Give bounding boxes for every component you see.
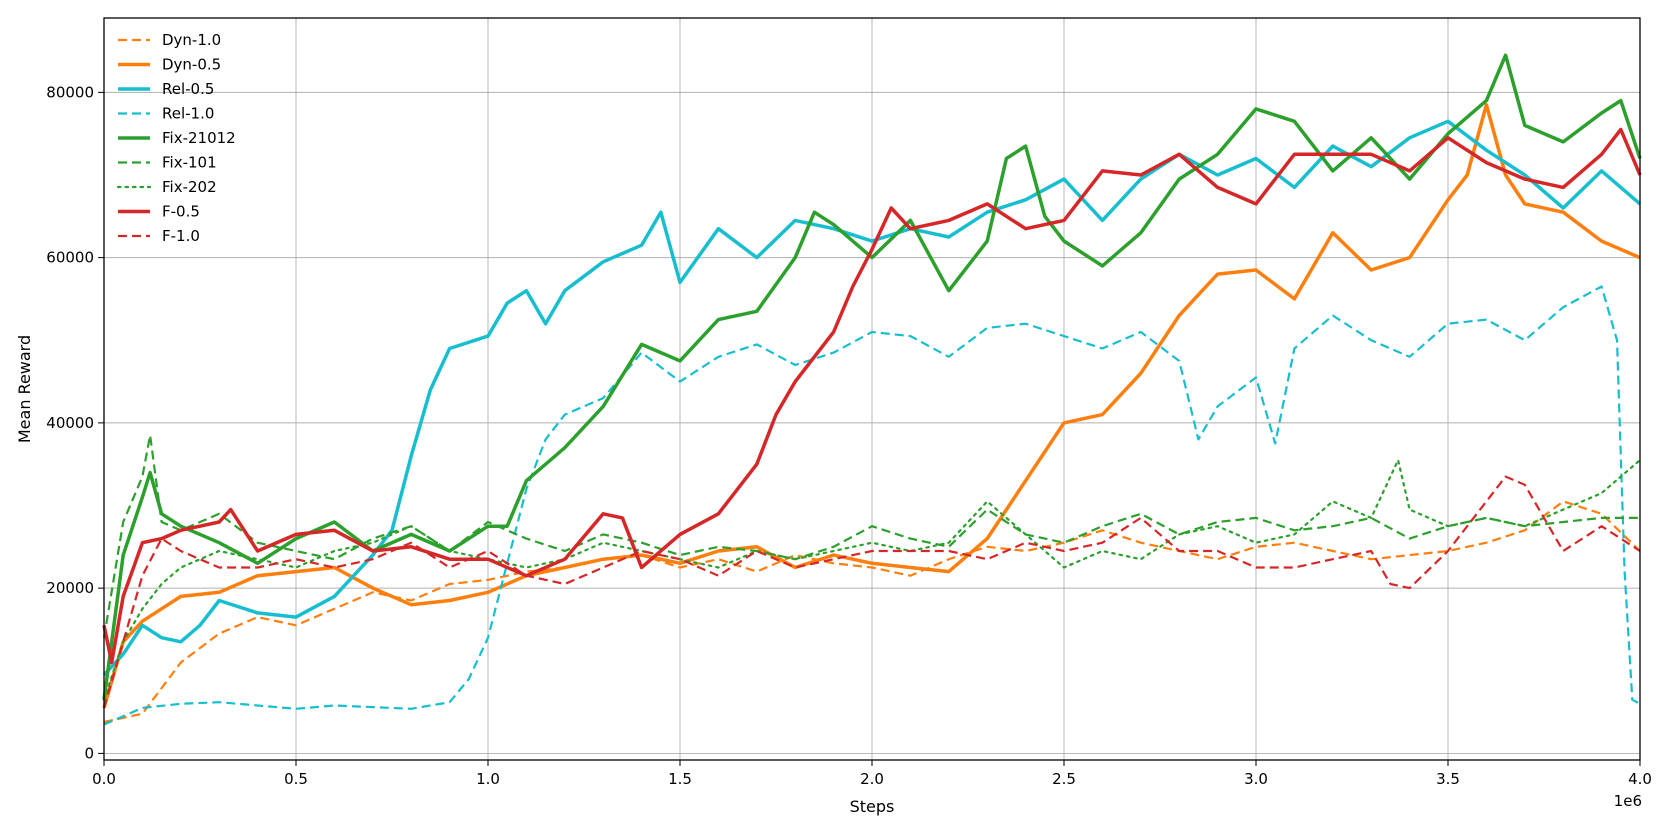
x-tick-label: 4.0 xyxy=(1628,770,1652,788)
y-tick-label: 0 xyxy=(84,744,94,762)
x-tick-label: 2.5 xyxy=(1052,770,1076,788)
series-line-fix-21012 xyxy=(102,53,1642,700)
y-tick-label: 80000 xyxy=(46,83,94,101)
series-line-dyn-0-5 xyxy=(102,103,1641,709)
legend-entry-label: Fix-101 xyxy=(162,154,217,172)
x-tick-label: 3.5 xyxy=(1436,770,1460,788)
y-tick-label: 20000 xyxy=(46,579,94,597)
x-tick-label: 3.0 xyxy=(1244,770,1268,788)
y-tick-label: 40000 xyxy=(46,414,94,432)
series-line-fix-202 xyxy=(102,459,1642,701)
x-tick-label: 1.0 xyxy=(476,770,500,788)
x-tick-label: 0.5 xyxy=(284,770,308,788)
x-tick-label: 1.5 xyxy=(668,770,692,788)
series-line-rel-0-5 xyxy=(102,119,1642,677)
y-tick-label: 60000 xyxy=(46,249,94,267)
legend-entry-label: F-0.5 xyxy=(162,203,200,221)
series-line-dyn-1-0 xyxy=(103,500,1641,724)
series-line-fix-101 xyxy=(102,434,1640,638)
x-tick-label: 2.0 xyxy=(860,770,884,788)
legend-entry-label: Fix-21012 xyxy=(162,129,236,147)
y-axis-label: Mean Reward xyxy=(15,335,34,443)
legend-entry-label: Dyn-1.0 xyxy=(162,31,221,49)
series-line-f-0-5 xyxy=(102,127,1642,665)
legend: Dyn-1.0 Dyn-0.5 Rel-0.5 Rel-1.0 Fix-21012 Fix… xyxy=(116,31,236,245)
legend-entry-label: F-1.0 xyxy=(162,227,200,245)
series-line-f-1-0 xyxy=(102,475,1641,709)
legend-entry-label: Fix-202 xyxy=(162,178,217,196)
legend-entry-label: Dyn-0.5 xyxy=(162,56,221,74)
y-axis-ticks: 0 20000 40000 60000 80000 xyxy=(46,83,104,762)
series-line-rel-1-0 xyxy=(103,285,1641,726)
x-tick-label: 0.0 xyxy=(92,770,116,788)
legend-entry-label: Rel-1.0 xyxy=(162,105,214,123)
x-axis-ticks: 0.0 0.5 1.0 1.5 2.0 2.5 3.0 3.5 4.0 xyxy=(92,760,1652,788)
series-lines xyxy=(102,53,1642,726)
legend-entry-label: Rel-0.5 xyxy=(162,80,214,98)
x-axis-label: Steps xyxy=(850,797,895,816)
grid-lines xyxy=(103,18,1641,760)
x-axis-offset-label: 1e6 xyxy=(1614,792,1642,810)
